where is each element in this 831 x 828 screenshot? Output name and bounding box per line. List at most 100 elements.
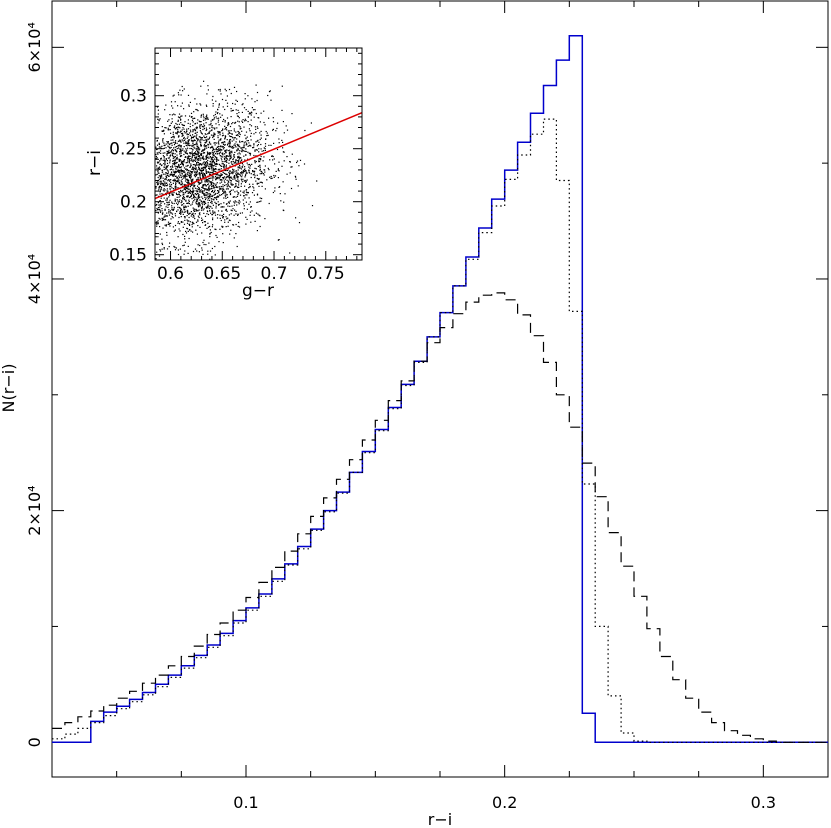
scatter-point — [175, 170, 177, 172]
scatter-point — [266, 132, 268, 134]
scatter-point — [268, 117, 270, 119]
scatter-point — [178, 170, 180, 172]
scatter-point — [187, 245, 189, 247]
scatter-point — [194, 153, 196, 155]
scatter-point — [229, 193, 232, 196]
scatter-point — [238, 203, 240, 205]
scatter-point — [235, 196, 237, 198]
scatter-point — [198, 203, 200, 205]
scatter-point — [171, 213, 174, 215]
scatter-point — [189, 224, 191, 226]
scatter-point — [199, 191, 201, 193]
scatter-point — [236, 173, 239, 175]
scatter-point — [190, 160, 192, 162]
scatter-point — [199, 127, 201, 129]
scatter-point — [155, 194, 157, 196]
scatter-point — [237, 169, 239, 171]
scatter-point — [183, 142, 185, 144]
scatter-point — [190, 163, 192, 165]
scatter-point — [165, 179, 167, 181]
scatter-point — [192, 142, 194, 145]
scatter-point — [285, 125, 287, 127]
scatter-point — [248, 172, 251, 174]
scatter-point — [196, 191, 198, 193]
scatter-point — [180, 133, 183, 135]
scatter-point — [289, 252, 291, 254]
scatter-point — [249, 185, 251, 188]
scatter-point — [181, 163, 183, 165]
scatter-point — [249, 211, 252, 213]
scatter-point — [185, 168, 187, 170]
scatter-point — [222, 132, 224, 134]
scatter-point — [174, 146, 176, 148]
scatter-point — [185, 144, 187, 146]
scatter-point — [164, 163, 166, 165]
scatter-point — [238, 159, 240, 161]
scatter-point — [216, 112, 218, 115]
scatter-point — [228, 162, 230, 164]
scatter-point — [189, 170, 191, 172]
scatter-point — [230, 92, 232, 95]
scatter-point — [239, 175, 241, 177]
scatter-point — [206, 136, 208, 138]
scatter-point — [221, 186, 223, 188]
scatter-point — [190, 153, 192, 155]
scatter-point — [236, 115, 239, 117]
scatter-point — [161, 248, 163, 250]
scatter-point — [212, 210, 214, 212]
scatter-point — [250, 173, 252, 175]
scatter-point — [222, 171, 224, 173]
scatter-point — [205, 158, 207, 160]
scatter-point — [185, 232, 188, 234]
scatter-point — [234, 202, 236, 204]
scatter-point — [165, 176, 167, 178]
scatter-point — [204, 167, 206, 170]
scatter-point — [225, 203, 228, 205]
scatter-point — [175, 202, 178, 204]
scatter-point — [219, 228, 221, 230]
scatter-point — [198, 209, 200, 211]
scatter-point — [212, 204, 214, 206]
scatter-point — [186, 181, 188, 183]
scatter-point — [239, 167, 241, 169]
scatter-point — [211, 151, 213, 153]
scatter-point — [202, 187, 204, 189]
scatter-point — [178, 201, 180, 203]
scatter-point — [192, 149, 194, 151]
scatter-point — [212, 194, 214, 197]
scatter-point — [177, 105, 179, 107]
scatter-point — [203, 239, 205, 241]
scatter-point — [224, 125, 226, 127]
scatter-point — [198, 195, 200, 197]
scatter-point — [157, 153, 159, 155]
scatter-point — [201, 232, 203, 234]
scatter-point — [234, 200, 236, 202]
scatter-point — [235, 162, 237, 164]
scatter-point — [260, 155, 262, 158]
scatter-point — [230, 157, 232, 159]
scatter-point — [169, 143, 171, 145]
scatter-point — [239, 166, 241, 168]
scatter-point — [251, 163, 253, 165]
scatter-point — [202, 175, 204, 177]
scatter-point — [161, 208, 163, 210]
scatter-point — [244, 98, 246, 100]
scatter-point — [164, 185, 166, 187]
scatter-point — [200, 139, 202, 141]
scatter-point — [237, 214, 239, 216]
scatter-point — [228, 202, 230, 204]
scatter-point — [210, 157, 213, 159]
scatter-point — [256, 140, 258, 142]
scatter-point — [188, 223, 191, 225]
scatter-point — [156, 207, 158, 210]
scatter-point — [171, 154, 174, 156]
scatter-point — [221, 163, 223, 165]
scatter-point — [278, 186, 280, 188]
scatter-point — [256, 182, 258, 184]
scatter-point — [161, 213, 164, 215]
scatter-point — [234, 122, 236, 124]
scatter-point — [239, 146, 241, 148]
scatter-point — [169, 160, 171, 162]
scatter-point — [178, 158, 180, 160]
scatter-point — [198, 251, 200, 253]
